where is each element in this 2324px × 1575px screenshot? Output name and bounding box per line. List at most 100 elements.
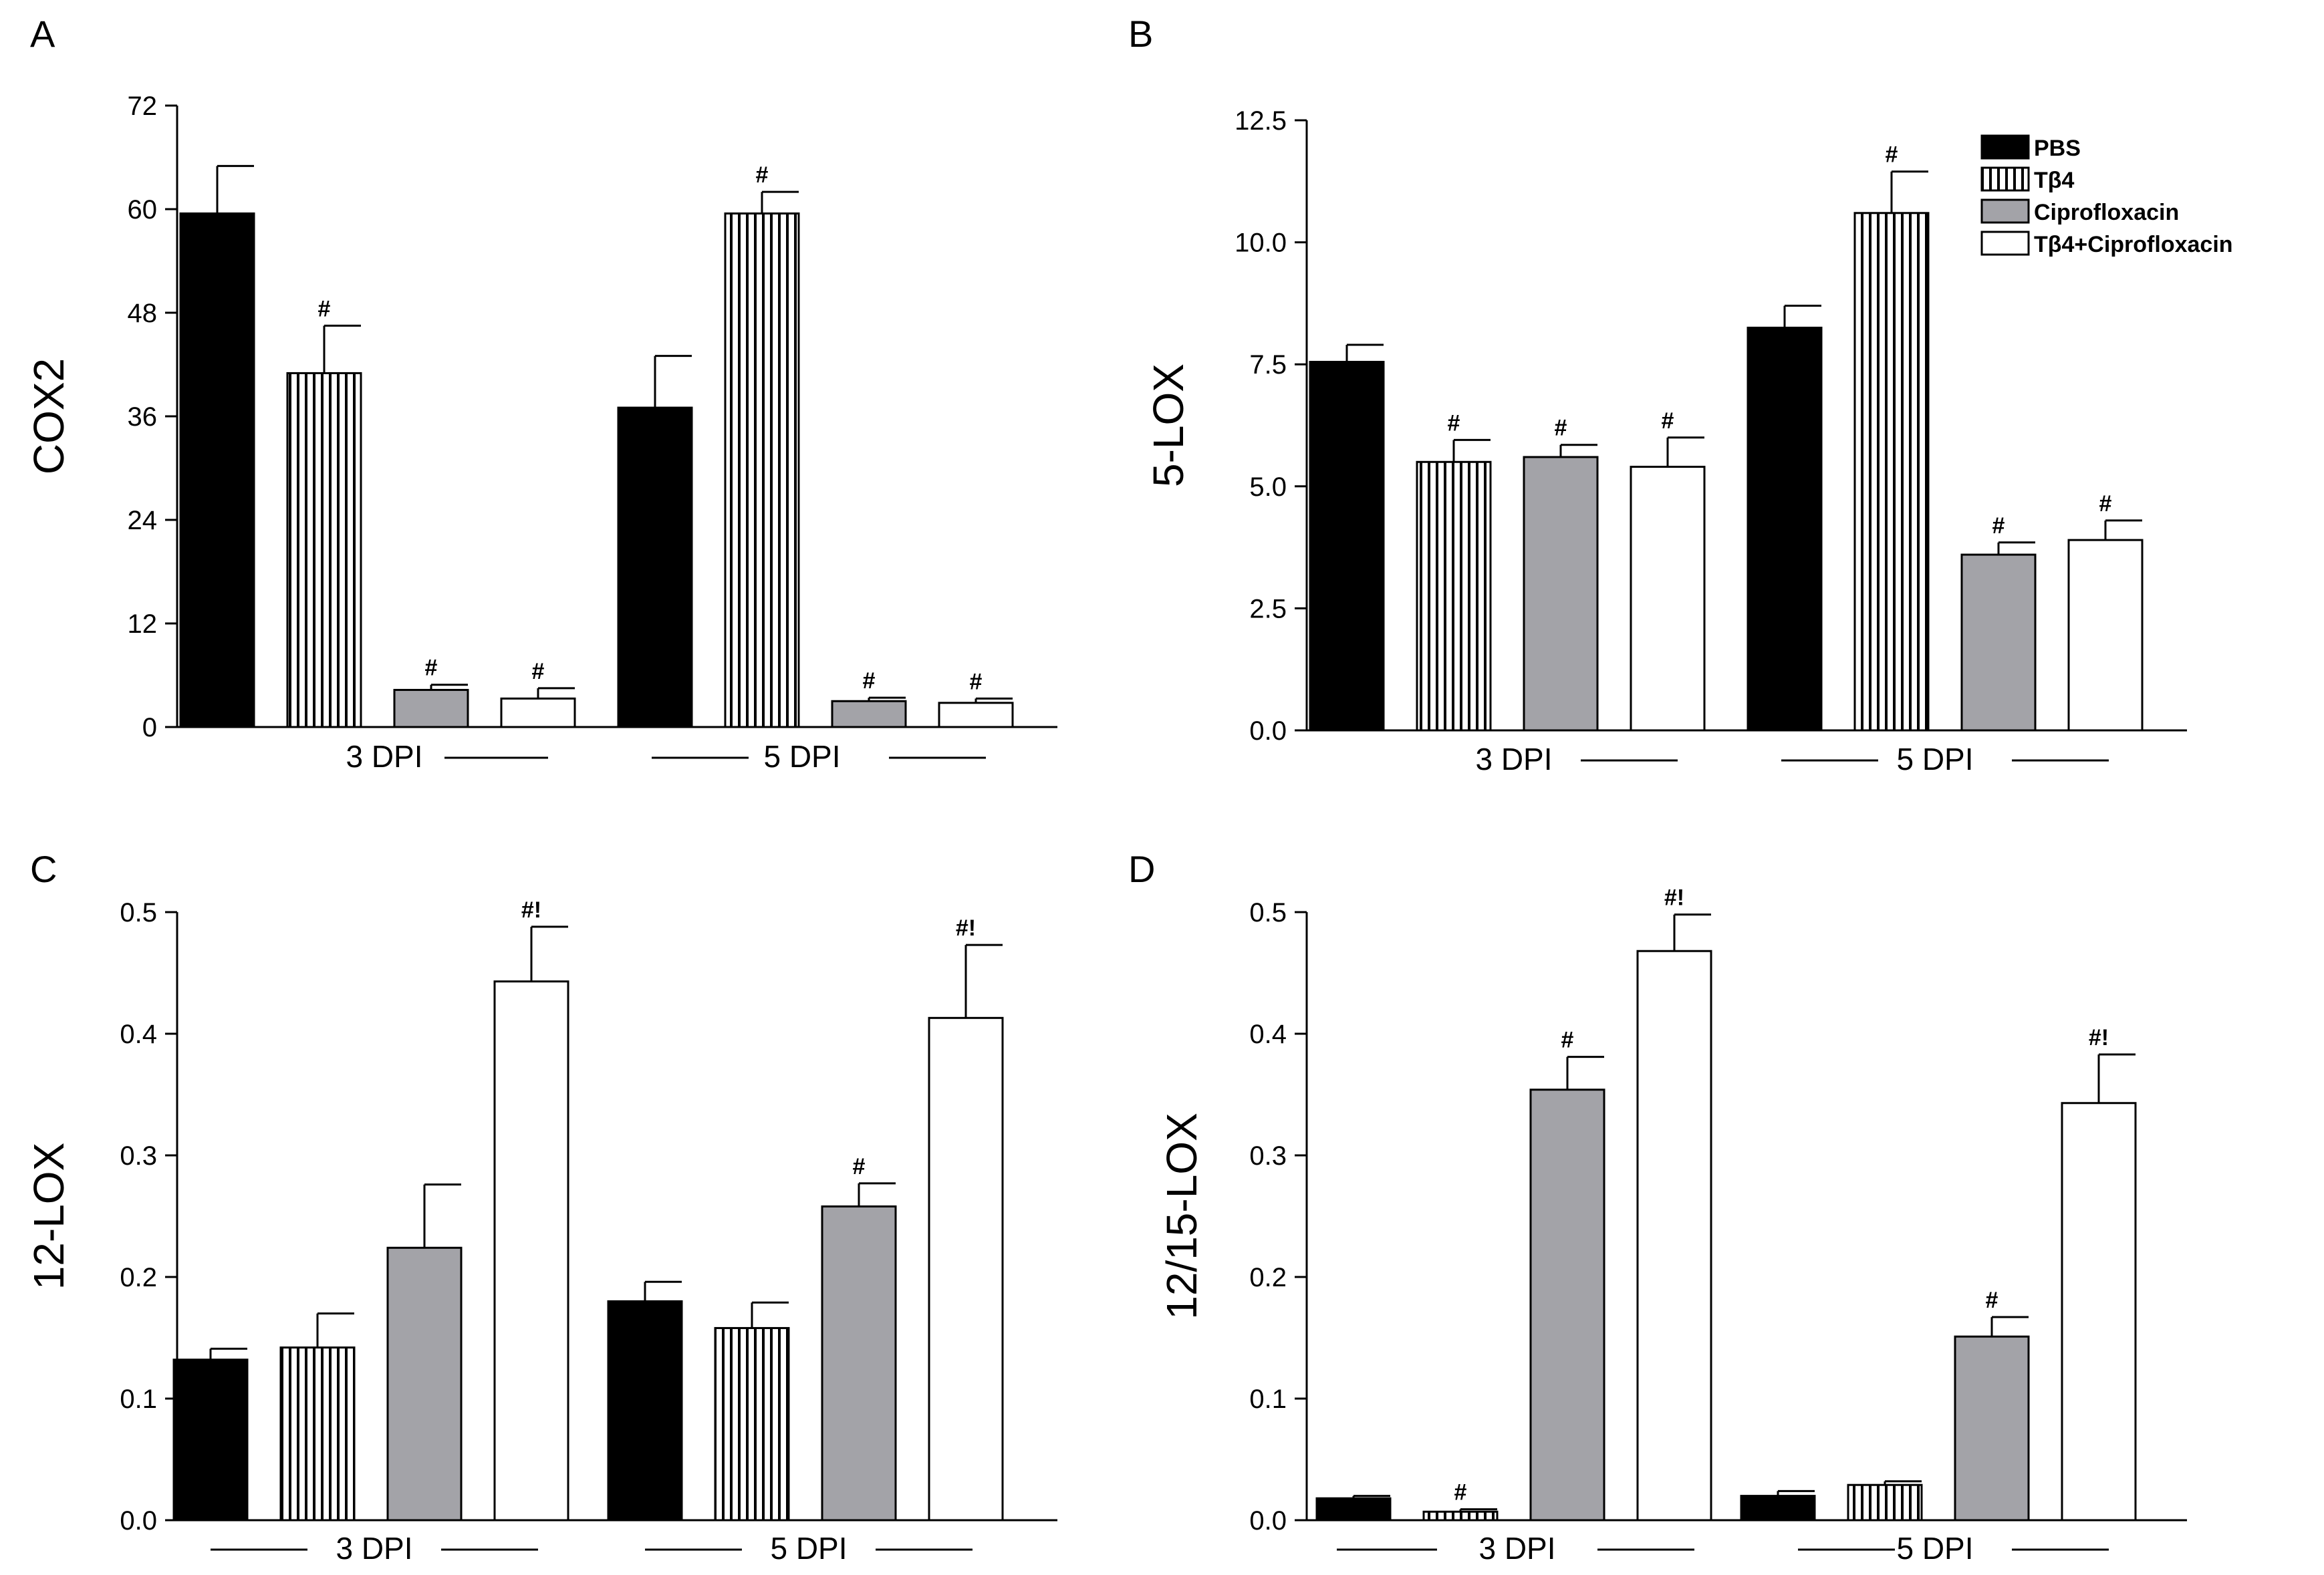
legend-label-3: Tβ4+Ciprofloxacin (2034, 232, 2233, 257)
significance-mark: # (1992, 513, 2005, 539)
significance-mark: # (1448, 410, 1460, 436)
bar-t-4 (1422, 1510, 1499, 1522)
panel-letter-D: D (1128, 848, 1155, 890)
panel-B: B 0.0 2.5 5.0 7.5 10.0 12.5 5-LOX # # #3 DPI # # #5 D… (1128, 13, 2187, 776)
bar-pbs (179, 212, 255, 728)
panel-A: A 0 12 24 36 48 60 72 COX2 # # #3 DPI # # #5 DPI (25, 13, 1057, 774)
bar-pbs (1747, 326, 1823, 732)
bar-ciprofloxacin (1529, 1089, 1605, 1522)
y-tick-label: 10.0 (1235, 229, 1287, 258)
bar-ciprofloxacin (386, 1246, 463, 1522)
significance-mark: # (1886, 142, 1898, 168)
y-tick-label: 12.5 (1235, 106, 1287, 136)
bar-t-4-ciprofloxacin (1636, 950, 1712, 1522)
y-tick-label: 36 (128, 402, 158, 432)
y-tick-label: 0.0 (120, 1506, 157, 1536)
panels-layer: A 0 12 24 36 48 60 72 COX2 # # #3 DPI # # #5 DPI B 0.0 2.… (25, 13, 2233, 1566)
bar-ciprofloxacin (831, 700, 907, 728)
legend-label-1: Tβ4 (2034, 168, 2075, 193)
significance-mark: # (970, 669, 983, 694)
y-tick-label: 0 (142, 713, 157, 742)
legend-swatch-3 (1980, 231, 2030, 256)
y-tick-label: 2.5 (1249, 594, 1287, 623)
y-tick-label: 0.2 (120, 1263, 157, 1292)
significance-mark: # (1561, 1028, 1574, 1053)
significance-mark: #! (2089, 1025, 2109, 1050)
group-label-1: 5 DPI (1896, 742, 1973, 776)
bar-ciprofloxacin (1523, 456, 1599, 732)
group-label-0: 3 DPI (346, 739, 422, 774)
bar-t-4-ciprofloxacin (2061, 1102, 2137, 1522)
bar-t-4 (286, 372, 362, 728)
legend-label-2: Ciprofloxacin (2034, 200, 2179, 225)
group-label-0: 3 DPI (1478, 1531, 1555, 1566)
bar-t-4-ciprofloxacin (928, 1016, 1004, 1522)
y-tick-label: 7.5 (1249, 350, 1287, 380)
y-tick-label: 0.1 (120, 1385, 157, 1414)
significance-mark: # (1662, 408, 1674, 434)
y-tick-label: 0.2 (1249, 1263, 1287, 1292)
group-label-0: 3 DPI (1475, 742, 1552, 776)
bar-t-4 (1853, 212, 1930, 732)
bar-t-4-ciprofloxacin (938, 702, 1014, 728)
panel-letter-A: A (30, 13, 55, 55)
significance-mark: # (863, 668, 876, 694)
significance-mark: # (425, 656, 438, 681)
bar-pbs (1309, 361, 1385, 732)
bar-t-4-ciprofloxacin (1630, 466, 1706, 732)
significance-mark: #! (1664, 885, 1684, 911)
y-tick-label: 12 (128, 609, 158, 639)
panel-letter-C: C (30, 848, 57, 890)
group-label-1: 5 DPI (1896, 1531, 1973, 1566)
y-tick-label: 24 (128, 506, 158, 535)
panel-C: C 0.0 0.1 0.2 0.3 0.4 0.5 12-LOX #! 3 DPI # #! 5 DPI (25, 848, 1057, 1566)
bar-t-4 (1416, 460, 1492, 732)
bar-t-4-ciprofloxacin (493, 980, 569, 1522)
significance-mark: # (756, 162, 769, 188)
y-tick-label: 0.3 (120, 1141, 157, 1171)
panel-letter-B: B (1128, 13, 1153, 55)
y-tick-label: 0.0 (1249, 1506, 1287, 1536)
y-axis-title: 5-LOX (1144, 364, 1192, 487)
bar-t-4-ciprofloxacin (2067, 539, 2144, 732)
bar-t-4 (1847, 1483, 1923, 1522)
y-tick-label: 0.1 (1249, 1385, 1287, 1414)
y-tick-label: 0.5 (120, 898, 157, 927)
bar-t-4-ciprofloxacin (500, 697, 576, 728)
significance-mark: # (2099, 491, 2112, 517)
y-tick-label: 0.0 (1249, 716, 1287, 746)
bar-ciprofloxacin (393, 688, 469, 728)
y-tick-label: 0.3 (1249, 1141, 1287, 1171)
significance-mark: # (1986, 1288, 1998, 1313)
legend: PBS Tβ4 Ciprofloxacin Tβ4+Ciprofloxacin (1980, 134, 2233, 257)
y-axis-title: 12-LOX (25, 1143, 73, 1290)
group-label-1: 5 DPI (763, 739, 840, 774)
bar-ciprofloxacin (821, 1205, 897, 1522)
y-tick-label: 5.0 (1249, 472, 1287, 502)
y-tick-label: 0.4 (1249, 1020, 1287, 1049)
y-tick-label: 60 (128, 195, 158, 225)
bar-t-4 (724, 212, 800, 728)
bar-pbs (617, 406, 693, 728)
group-label-0: 3 DPI (336, 1531, 412, 1566)
y-axis-title: COX2 (25, 358, 73, 474)
y-tick-label: 48 (128, 299, 158, 328)
legend-swatch-2 (1980, 198, 2030, 224)
bar-ciprofloxacin (1954, 1335, 2030, 1522)
bar-ciprofloxacin (1960, 553, 2037, 732)
bar-t-4 (714, 1326, 790, 1522)
bar-pbs (172, 1358, 249, 1522)
significance-mark: # (532, 659, 545, 684)
group-label-1: 5 DPI (770, 1531, 847, 1566)
panel-D: D 0.0 0.1 0.2 0.3 0.4 0.5 12/15-LOX # # #! 3 DPI # #!… (1128, 848, 2187, 1566)
significance-mark: # (1555, 416, 1567, 441)
significance-mark: #! (956, 915, 976, 941)
significance-mark: #! (521, 897, 541, 923)
legend-label-0: PBS (2034, 136, 2081, 161)
bar-t-4 (279, 1346, 356, 1522)
significance-mark: # (1454, 1480, 1467, 1506)
legend-swatch-1 (1980, 166, 2030, 192)
bar-pbs (1315, 1497, 1392, 1522)
bar-pbs (607, 1300, 683, 1522)
